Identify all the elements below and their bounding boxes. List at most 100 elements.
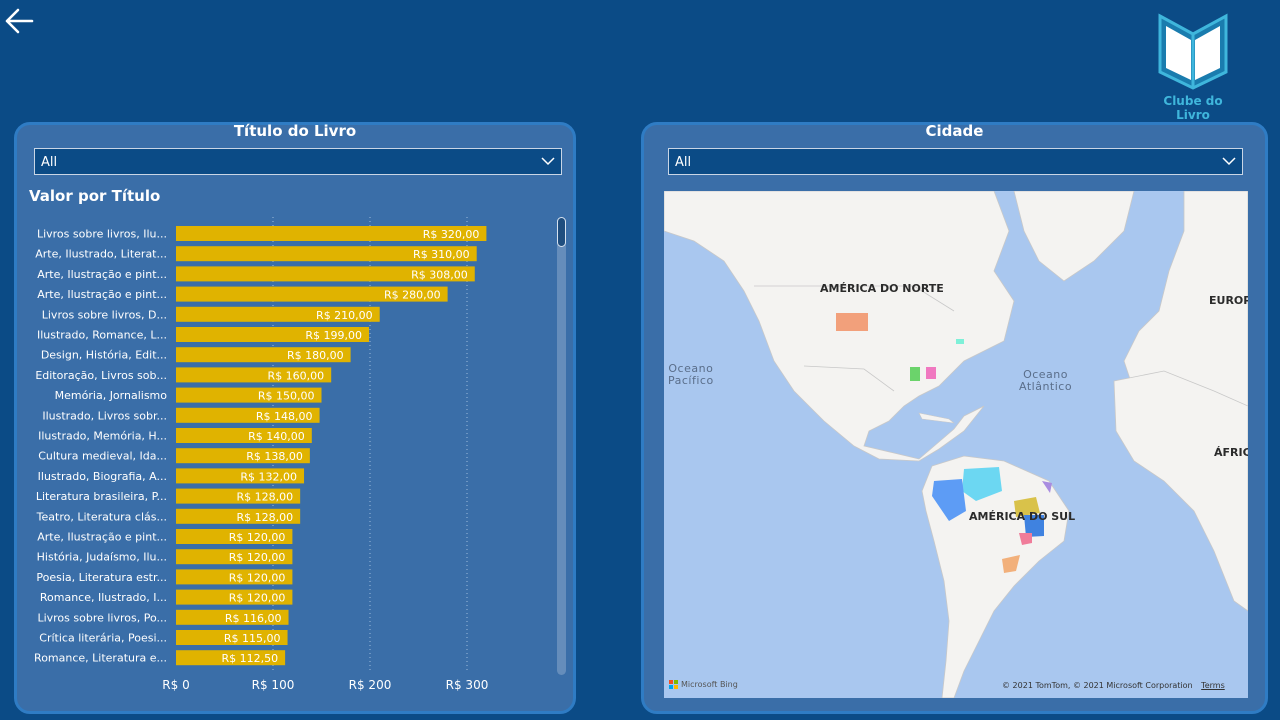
bar[interactable] bbox=[176, 468, 305, 484]
region-highlight[interactable] bbox=[1042, 481, 1052, 493]
x-tick-label: R$ 0 bbox=[162, 678, 189, 692]
category-label: Livros sobre livros, Ilu... bbox=[37, 228, 167, 241]
bar[interactable] bbox=[176, 226, 487, 241]
region-highlight[interactable] bbox=[1002, 555, 1020, 573]
chart-title: Valor por Título bbox=[29, 187, 161, 205]
bar[interactable] bbox=[176, 508, 301, 524]
bar[interactable] bbox=[176, 549, 293, 565]
map-label-north-america: AMÉRICA DO NORTE bbox=[820, 282, 944, 295]
data-label: R$ 310,00 bbox=[413, 248, 470, 261]
bar[interactable] bbox=[176, 630, 288, 645]
data-label: R$ 140,00 bbox=[248, 430, 305, 443]
title-filter-heading: Título do Livro bbox=[233, 122, 357, 140]
data-label: R$ 210,00 bbox=[316, 309, 373, 322]
chart-scrollbar[interactable] bbox=[557, 217, 566, 675]
back-button[interactable] bbox=[2, 4, 36, 38]
region-highlight[interactable] bbox=[1019, 533, 1032, 545]
bar[interactable] bbox=[176, 387, 322, 403]
city-filter-heading: Cidade bbox=[925, 122, 984, 140]
terms-link[interactable]: Terms bbox=[1201, 681, 1225, 690]
city-panel: Cidade All bbox=[641, 122, 1268, 714]
bar[interactable] bbox=[176, 569, 293, 585]
category-label: Arte, Ilustrado, Literat... bbox=[35, 248, 167, 261]
city-filter-dropdown[interactable]: All bbox=[668, 148, 1243, 175]
map-land bbox=[664, 191, 1248, 698]
category-label: Arte, Ilustração e pint... bbox=[37, 288, 167, 301]
category-label: Arte, Ilustração e pint... bbox=[37, 531, 167, 544]
bar[interactable] bbox=[176, 428, 312, 443]
category-label: Literatura brasileira, P... bbox=[36, 490, 167, 503]
category-label: História, Judaísmo, Ilu... bbox=[37, 551, 167, 564]
data-label: R$ 199,00 bbox=[305, 329, 362, 342]
category-label: Livros sobre livros, D... bbox=[42, 308, 167, 321]
brand-logo: Clube do Livro bbox=[1148, 8, 1238, 122]
region-highlight[interactable] bbox=[1024, 515, 1044, 537]
category-label: Poesia, Literatura estr... bbox=[36, 571, 167, 584]
region-highlight[interactable] bbox=[836, 313, 868, 331]
map-label-africa: ÁFRIC bbox=[1214, 446, 1248, 459]
category-label: Editoração, Livros sob... bbox=[35, 369, 167, 382]
category-label: Ilustrado, Livros sobr... bbox=[42, 409, 167, 422]
city-filter-value: All bbox=[675, 155, 692, 170]
category-label: Ilustrado, Memória, H... bbox=[38, 430, 167, 443]
data-label: R$ 280,00 bbox=[384, 289, 441, 302]
chevron-down-icon bbox=[541, 157, 555, 166]
bar[interactable] bbox=[176, 246, 477, 262]
data-label: R$ 128,00 bbox=[237, 511, 294, 524]
open-book-icon bbox=[1158, 13, 1228, 90]
data-label: R$ 112,50 bbox=[221, 652, 278, 665]
region-highlight[interactable] bbox=[926, 367, 936, 379]
category-label: Teatro, Literatura clás... bbox=[36, 510, 167, 523]
chart-scrollbar-thumb[interactable] bbox=[557, 217, 566, 247]
bar[interactable] bbox=[176, 327, 370, 342]
bar[interactable] bbox=[176, 589, 293, 605]
microsoft-logo-icon bbox=[669, 680, 678, 689]
data-label: R$ 120,00 bbox=[229, 551, 286, 564]
value-by-title-chart: Livros sobre livros, Ilu... R$ 320,00 Arte… bbox=[34, 217, 489, 692]
x-tick-label: R$ 100 bbox=[252, 678, 295, 692]
title-panel: Título do Livro All Valor por Título Liv… bbox=[14, 122, 576, 714]
bar[interactable] bbox=[176, 650, 286, 666]
city-map[interactable]: AMÉRICA DO NORTE AMÉRICA DO SUL EUROP ÁF… bbox=[664, 191, 1248, 698]
category-label: Romance, Literatura e... bbox=[34, 652, 167, 665]
region-highlight[interactable] bbox=[956, 339, 964, 344]
map-label-atlantic: Oceano Atlântico bbox=[1019, 368, 1073, 393]
data-label: R$ 320,00 bbox=[423, 228, 480, 241]
region-highlight[interactable] bbox=[932, 479, 966, 521]
arrow-left-icon bbox=[5, 8, 34, 34]
category-label: Ilustrado, Romance, L... bbox=[37, 329, 167, 342]
data-label: R$ 116,00 bbox=[225, 612, 282, 625]
data-label: R$ 160,00 bbox=[268, 369, 325, 382]
bar[interactable] bbox=[176, 286, 448, 302]
map-label-europe: EUROP bbox=[1209, 294, 1248, 307]
bar[interactable] bbox=[176, 407, 320, 423]
category-label: Arte, Ilustração e pint... bbox=[37, 268, 167, 281]
category-label: Ilustrado, Biografia, A... bbox=[38, 470, 167, 483]
title-filter-value: All bbox=[41, 155, 58, 170]
data-label: R$ 132,00 bbox=[240, 470, 297, 483]
bar[interactable] bbox=[176, 488, 301, 504]
bar[interactable] bbox=[176, 609, 289, 625]
region-highlight[interactable] bbox=[962, 467, 1002, 501]
region-highlight[interactable] bbox=[910, 367, 920, 381]
data-label: R$ 148,00 bbox=[256, 410, 313, 423]
bar[interactable] bbox=[176, 448, 310, 464]
bar[interactable] bbox=[176, 367, 332, 383]
map-label-south-america: AMÉRICA DO SUL bbox=[969, 510, 1076, 523]
category-label: Design, História, Edit... bbox=[41, 349, 167, 362]
category-label: Memória, Jornalismo bbox=[55, 389, 168, 402]
x-tick-label: R$ 200 bbox=[349, 678, 392, 692]
data-label: R$ 128,00 bbox=[237, 491, 294, 504]
x-tick-label: R$ 300 bbox=[446, 678, 489, 692]
region-highlight[interactable] bbox=[1014, 497, 1040, 517]
bar[interactable] bbox=[176, 306, 380, 322]
bar[interactable] bbox=[176, 266, 475, 282]
data-label: R$ 120,00 bbox=[229, 531, 286, 544]
category-label: Cultura medieval, Ida... bbox=[38, 450, 167, 463]
category-label: Romance, Ilustrado, I... bbox=[40, 591, 167, 604]
bar[interactable] bbox=[176, 347, 351, 363]
chevron-down-icon bbox=[1222, 157, 1236, 166]
title-filter-dropdown[interactable]: All bbox=[34, 148, 562, 175]
map-attribution: © 2021 TomTom, © 2021 Microsoft Corporat… bbox=[1002, 681, 1225, 690]
bar[interactable] bbox=[176, 529, 293, 544]
